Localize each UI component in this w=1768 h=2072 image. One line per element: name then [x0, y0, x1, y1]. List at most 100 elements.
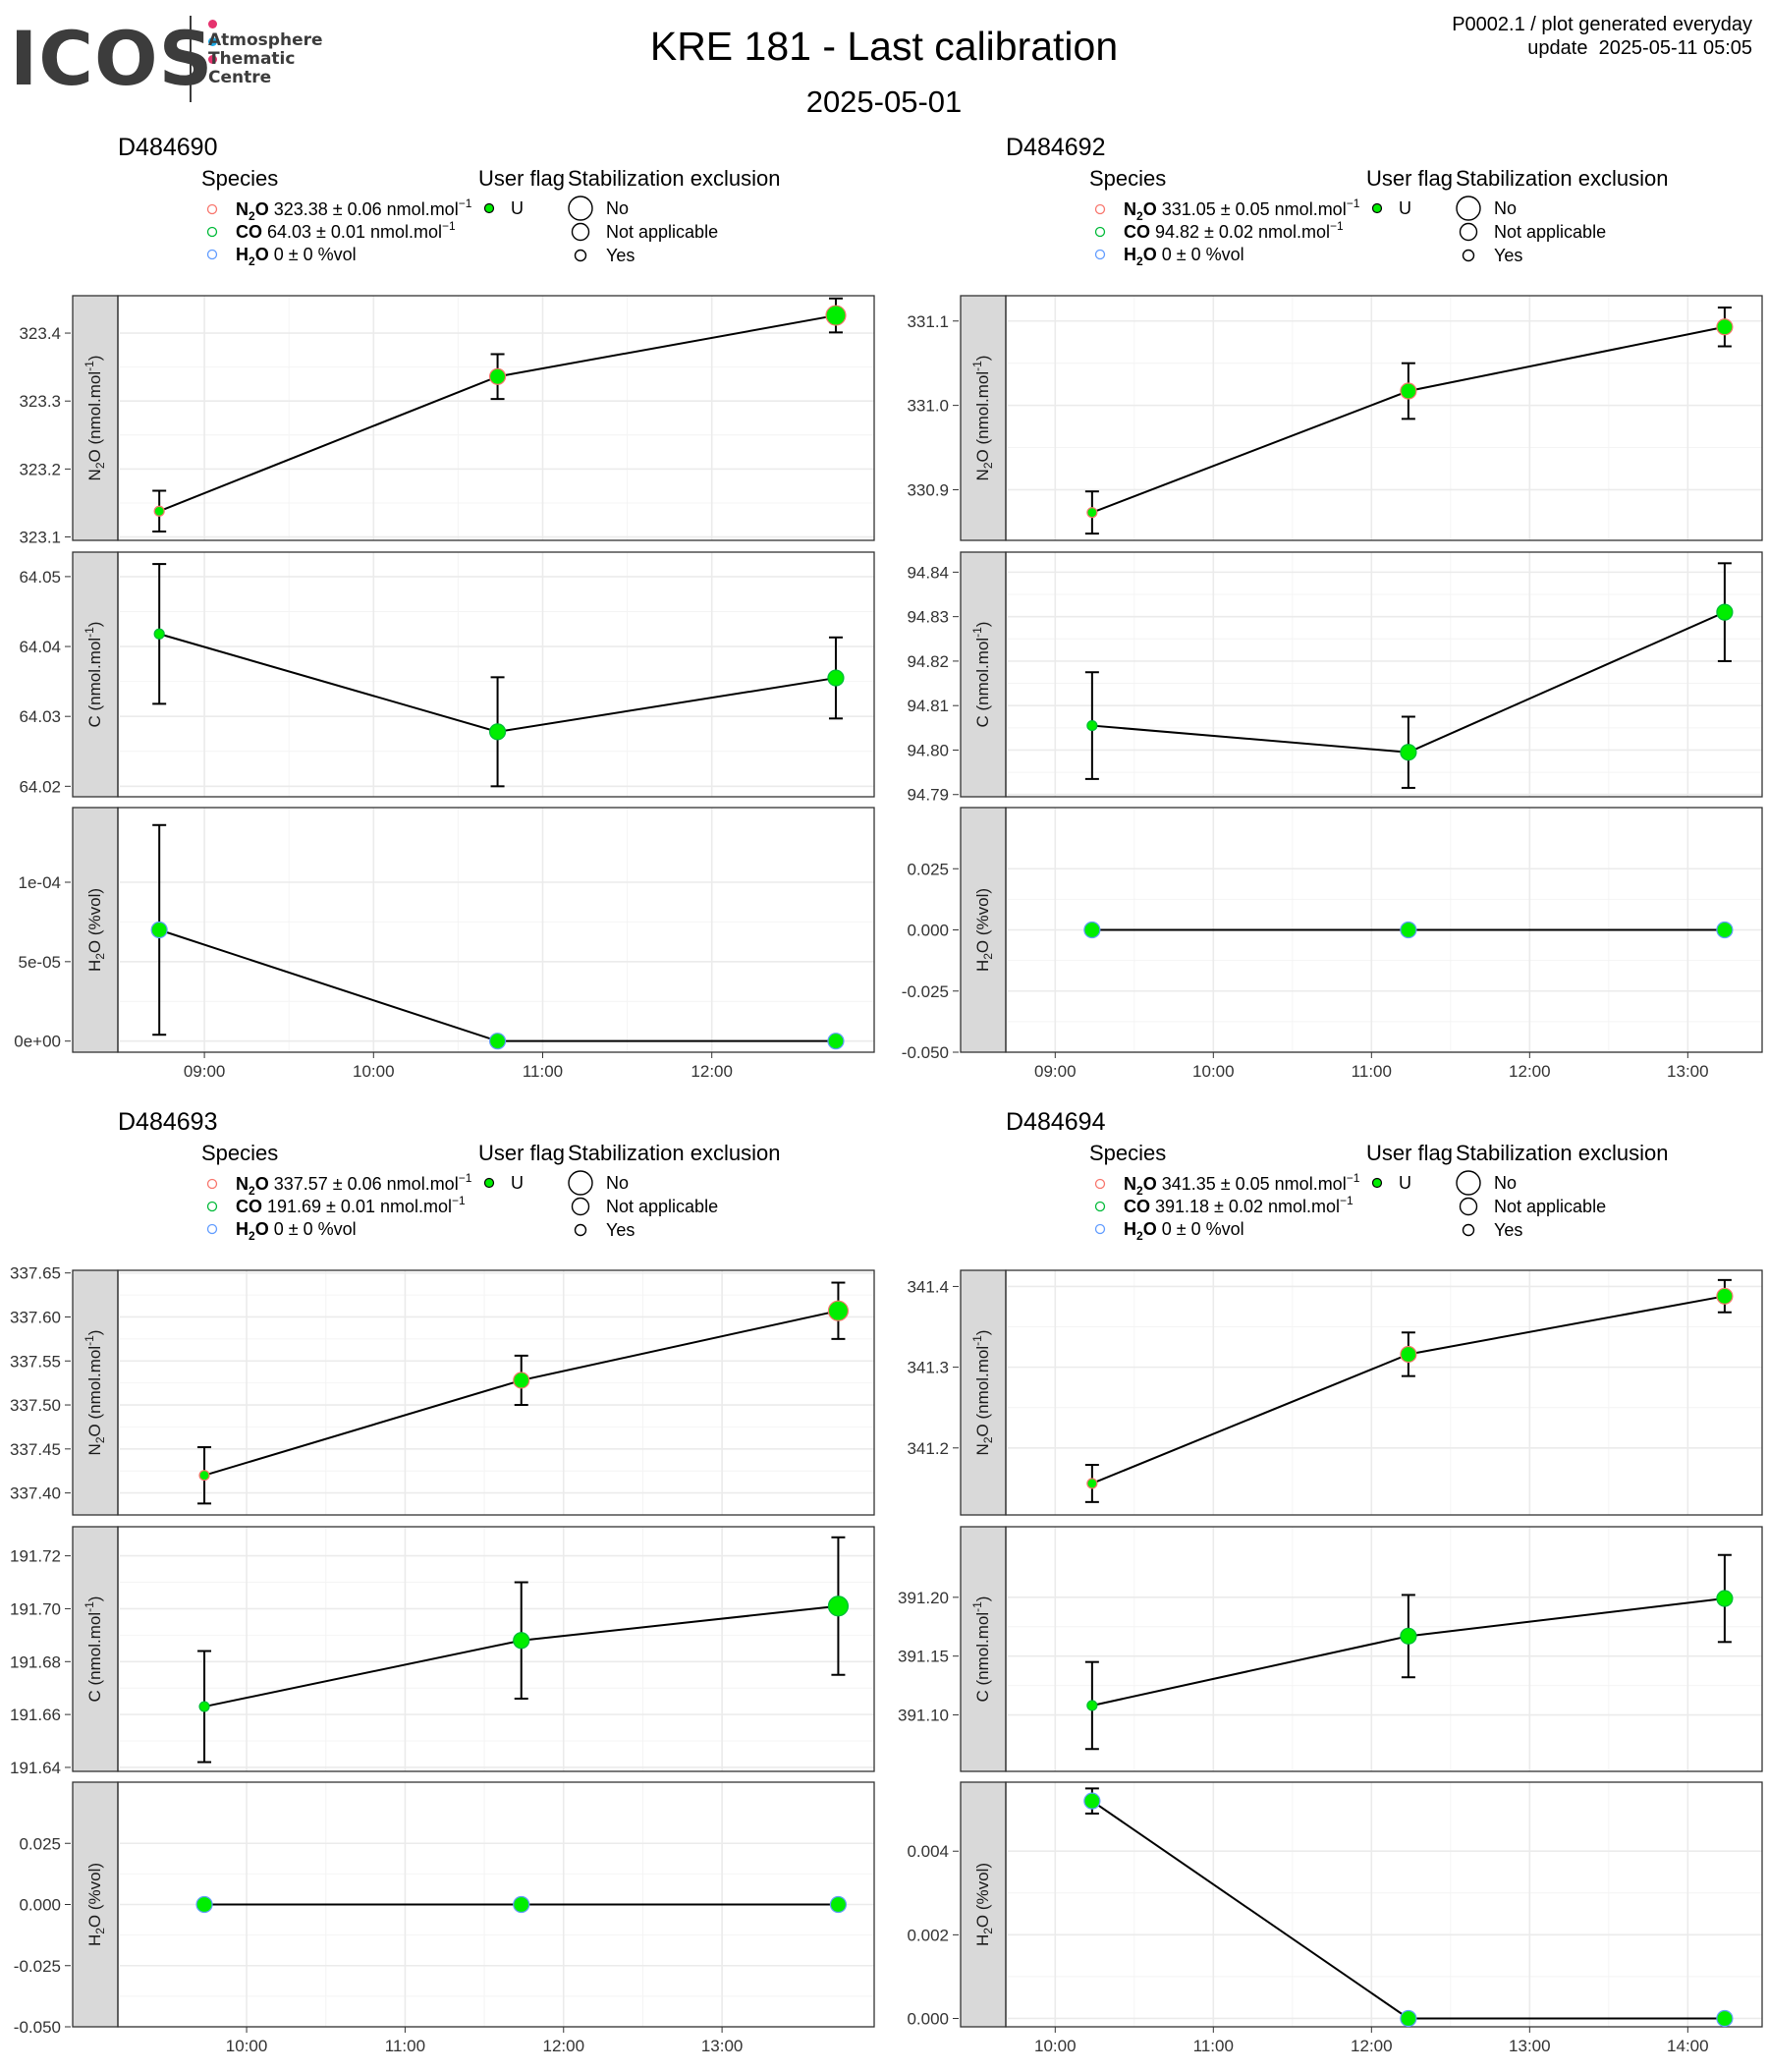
species-legend-entry: CO 191.69 ± 0.01 nmol.mol−1 — [236, 1194, 466, 1216]
logo-subtitle: Atmosphere Thematic Centre — [208, 31, 346, 87]
facet-border — [1005, 1526, 1763, 1772]
y-tick-label: 323.3 — [19, 392, 61, 411]
y-tick-label: 0.004 — [907, 1842, 949, 1861]
data-point — [195, 1895, 213, 1914]
facet-strip — [72, 807, 119, 1053]
facet-border — [117, 1269, 875, 1516]
facet-border — [1005, 295, 1763, 541]
y-tick-label: 323.1 — [19, 529, 61, 547]
legend-species-title: Species — [201, 166, 278, 191]
y-tick-label: 0.025 — [907, 860, 949, 878]
stab-legend-label: No — [606, 198, 629, 218]
data-point — [513, 1895, 530, 1914]
data-point — [150, 921, 168, 939]
species-legend-key — [206, 1223, 218, 1235]
stab-legend-label: Not applicable — [606, 1197, 718, 1216]
species-legend-key — [1094, 249, 1106, 260]
generation-line: P0002.1 / plot generated everyday — [1452, 14, 1752, 35]
facet-0: 337.40 337.45 337.50 337.55 337.60 337.65 N2O … — [10, 1264, 875, 1516]
data-point — [827, 1033, 845, 1050]
series-line — [1091, 1800, 1725, 2020]
logo-dot — [208, 20, 217, 28]
data-point — [1400, 744, 1417, 761]
facet-strip-label: C (nmol.mol-1) — [83, 622, 104, 728]
species-legend-entry: N2O 341.35 ± 0.05 nmol.mol−1 — [1124, 1171, 1360, 1198]
data-point — [1400, 1345, 1417, 1364]
facet-strip-label: N2O (nmol.mol-1) — [83, 1330, 107, 1456]
facet-border — [117, 807, 875, 1053]
facet-strip-label: C (nmol.mol-1) — [970, 1596, 992, 1703]
data-point — [1716, 921, 1734, 939]
y-tick-label: 64.04 — [19, 638, 61, 656]
species-legend-key — [206, 249, 218, 260]
y-tick-label: 323.2 — [19, 460, 61, 478]
stab-legend-key — [1459, 1197, 1478, 1216]
stab-legend-label: Yes — [1494, 1220, 1522, 1240]
y-tick-label: 337.40 — [10, 1484, 61, 1503]
stab-legend-key — [574, 1223, 587, 1237]
logo-line: Thematic — [208, 49, 296, 69]
species-legend-key — [206, 1178, 218, 1190]
y-tick-label: 337.45 — [10, 1440, 61, 1459]
facet-1: 191.64 191.66 191.68 191.70 191.72 C (nmol.mo… — [10, 1526, 875, 1777]
chart-panel-d484693: D484693 Species User flag Stabilization exc… — [0, 1097, 880, 2072]
stab-legend-label: No — [1494, 198, 1517, 218]
data-point — [1086, 719, 1098, 732]
facet-0: 341.2 341.3 341.4 N2O (nmol.mol-1) — [907, 1269, 1763, 1516]
facet-border — [1005, 1269, 1763, 1516]
x-tick-label: 13:00 — [1509, 2037, 1551, 2055]
y-tick-label: 391.10 — [898, 1707, 949, 1725]
facet-strip-label: H2O (%vol) — [973, 1863, 995, 1946]
y-tick-label: 331.1 — [907, 312, 949, 331]
facet-border — [117, 1781, 875, 2028]
page-subtitle: 2025-05-01 — [805, 84, 963, 119]
x-tick-label: 09:00 — [1034, 1062, 1077, 1081]
species-legend-entry: CO 64.03 ± 0.01 nmol.mol−1 — [236, 219, 456, 242]
data-point — [198, 1470, 210, 1482]
y-tick-label: 94.79 — [907, 786, 949, 805]
chart-svg: D484690 Species User flag Stabilization exc… — [14, 134, 875, 1081]
y-tick-label: 94.83 — [907, 608, 949, 627]
logo-divider — [190, 16, 192, 102]
y-tick-label: 391.20 — [898, 1589, 949, 1607]
user-flag-legend-label: U — [1399, 198, 1411, 218]
y-tick-label: 337.50 — [10, 1396, 61, 1415]
legend-stab-title: Stabilization exclusion — [1456, 1141, 1668, 1165]
y-tick-label: 337.55 — [10, 1352, 61, 1371]
series-line — [158, 314, 837, 513]
stab-legend-label: Not applicable — [1494, 222, 1606, 242]
y-tick-label: 337.65 — [10, 1264, 61, 1283]
data-point — [827, 1300, 850, 1321]
data-point — [1716, 318, 1734, 336]
y-tick-label: 337.60 — [10, 1308, 61, 1326]
facet-strip-label: H2O (%vol) — [85, 1863, 107, 1946]
species-legend-entry: H2O 0 ± 0 %vol — [236, 1219, 357, 1243]
chart-svg: D484694 Species User flag Stabilization exc… — [898, 1108, 1763, 2055]
data-point — [829, 1895, 848, 1914]
legend-flag-title: User flag — [1366, 1141, 1453, 1165]
data-point — [1400, 382, 1417, 400]
data-point — [827, 1596, 850, 1617]
y-tick-label: 94.84 — [907, 563, 949, 582]
y-tick-label: 94.82 — [907, 652, 949, 671]
chart-svg: D484693 Species User flag Stabilization exc… — [10, 1108, 875, 2055]
facet-strip — [72, 551, 119, 798]
data-point — [153, 505, 165, 517]
facet-strip-label: C (nmol.mol-1) — [970, 622, 992, 728]
user-flag-legend-label: U — [511, 198, 524, 218]
species-legend-key — [206, 203, 218, 215]
species-legend-entry: CO 391.18 ± 0.02 nmol.mol−1 — [1124, 1194, 1354, 1216]
data-point — [1716, 1287, 1734, 1305]
facet-strip — [960, 1781, 1007, 2028]
data-point — [488, 367, 507, 385]
legend-species-title: Species — [1089, 1141, 1166, 1165]
species-legend-entry: H2O 0 ± 0 %vol — [1124, 245, 1244, 268]
species-legend-entry: H2O 0 ± 0 %vol — [236, 245, 357, 268]
legend-stab-title: Stabilization exclusion — [568, 166, 780, 191]
stab-legend-key — [1462, 1223, 1475, 1237]
species-legend-entry: N2O 331.05 ± 0.05 nmol.mol−1 — [1124, 196, 1360, 223]
data-point — [825, 305, 847, 326]
x-tick-label: 12:00 — [542, 2037, 584, 2055]
y-tick-label: 191.72 — [10, 1547, 61, 1566]
data-point — [1086, 1700, 1098, 1711]
